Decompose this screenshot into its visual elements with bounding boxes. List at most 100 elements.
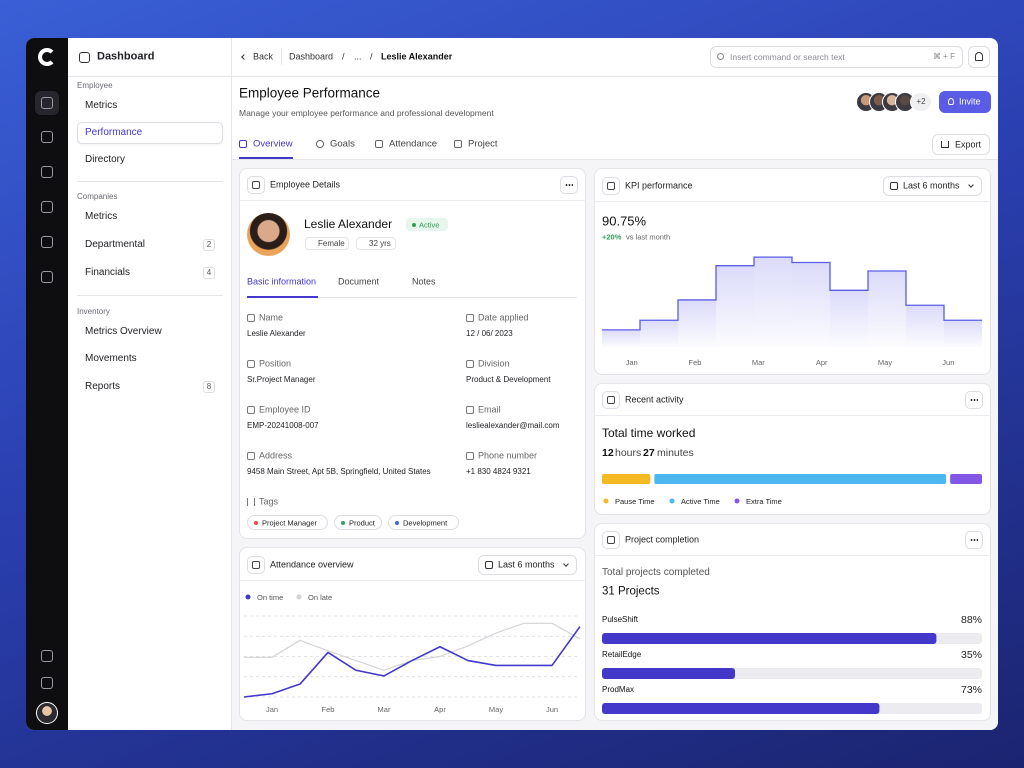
rail-active[interactable] xyxy=(35,91,59,115)
card-divider xyxy=(594,201,991,202)
rail-icon[interactable] xyxy=(41,131,53,143)
age-chip xyxy=(356,237,396,250)
sub-tab[interactable]: Basic information xyxy=(247,276,317,287)
field-value: +1 830 4824 9321 xyxy=(466,467,531,476)
sub-tab[interactable]: Notes xyxy=(412,276,436,287)
rail-icon[interactable] xyxy=(41,166,53,178)
range-label[interactable]: Last 6 months xyxy=(903,180,960,191)
gender-chip xyxy=(305,237,349,250)
logo xyxy=(38,48,56,66)
tab[interactable]: Attendance xyxy=(389,138,438,150)
section-label: Companies xyxy=(77,192,118,201)
more-button[interactable] xyxy=(965,391,983,409)
page-title: Employee Performance xyxy=(239,85,381,101)
tag-dot xyxy=(395,520,399,525)
project-percent: 35% xyxy=(960,648,982,661)
sidebar-icon xyxy=(79,52,90,63)
activity-subtitle: Total time worked xyxy=(602,426,696,440)
rail-icon[interactable] xyxy=(41,201,53,213)
hours-unit: hours xyxy=(615,446,642,459)
nav-item[interactable]: Departmental xyxy=(85,239,146,250)
tag-dot xyxy=(254,520,258,525)
invite-button[interactable] xyxy=(939,91,991,113)
field-icon xyxy=(247,452,255,460)
more-icon xyxy=(970,539,978,541)
rail-icon[interactable] xyxy=(41,271,53,283)
projects-subtitle: Total projects completed xyxy=(602,567,710,578)
nav-item[interactable]: Metrics Overview xyxy=(85,326,162,337)
project-percent: 73% xyxy=(960,683,982,696)
field-icon xyxy=(466,314,474,322)
status-badge xyxy=(406,218,448,231)
nav-active[interactable] xyxy=(77,122,223,144)
range-select[interactable] xyxy=(478,555,577,575)
tab-icon xyxy=(239,140,247,148)
bell-icon xyxy=(975,52,983,61)
more-button[interactable] xyxy=(560,176,578,194)
field-label: Phone number xyxy=(478,450,538,461)
avatar-extra-circle xyxy=(910,92,932,112)
nav-item[interactable]: Performance xyxy=(85,127,143,138)
status-dot xyxy=(412,222,416,227)
field-label: Date applied xyxy=(478,312,529,323)
card xyxy=(239,168,586,539)
tag-dot xyxy=(341,520,345,525)
tab[interactable]: Project xyxy=(468,138,498,150)
nav-count: 8 xyxy=(206,382,212,391)
bell-button[interactable] xyxy=(968,46,990,68)
project-name: PulseShift xyxy=(602,615,639,624)
export-button[interactable] xyxy=(932,134,990,155)
nav-item[interactable]: Directory xyxy=(85,154,126,165)
card-divider xyxy=(594,415,991,416)
search-box[interactable] xyxy=(710,46,963,68)
search-placeholder: Insert command or search text xyxy=(730,51,845,62)
tabs-border xyxy=(231,159,998,160)
range-label[interactable]: Last 6 months xyxy=(498,559,555,570)
card-icon-box xyxy=(247,556,265,574)
search-shortcut: ⌘ + F xyxy=(932,52,955,61)
field-value: Sr.Project Manager xyxy=(247,375,316,384)
status-label: Active xyxy=(419,219,440,229)
breadcrumb[interactable]: ... xyxy=(354,51,362,62)
rail-icon[interactable] xyxy=(41,97,53,109)
project-name: RetailEdge xyxy=(602,650,642,659)
nav-item[interactable]: Financials xyxy=(85,267,131,278)
employee-photo xyxy=(247,213,290,256)
more-button[interactable] xyxy=(965,531,983,549)
project-name: ProdMax xyxy=(602,685,635,694)
sidebar-title: Dashboard xyxy=(97,50,155,63)
nav-count: 4 xyxy=(206,268,212,277)
tab[interactable]: Goals xyxy=(330,138,355,150)
back-button[interactable]: Back xyxy=(253,51,274,62)
card-icon-box xyxy=(602,531,620,549)
tab[interactable]: Overview xyxy=(253,138,293,150)
topbar-divider xyxy=(281,49,282,65)
card-icon xyxy=(607,536,615,544)
export-label[interactable]: Export xyxy=(955,139,982,149)
rail-icon[interactable] xyxy=(41,677,53,689)
kpi-value: 90.75% xyxy=(602,213,647,229)
field-label: Position xyxy=(259,358,292,369)
section-label: Inventory xyxy=(77,307,110,316)
user-avatar[interactable] xyxy=(36,702,58,724)
breadcrumb-separator: / xyxy=(342,51,345,62)
sub-tab[interactable]: Document xyxy=(338,276,380,287)
breadcrumb[interactable]: Dashboard xyxy=(289,51,334,62)
rail-icon[interactable] xyxy=(41,236,53,248)
range-select[interactable] xyxy=(883,176,982,196)
tag xyxy=(334,515,382,530)
employee-name: Leslie Alexander xyxy=(304,217,393,231)
age: 32 yrs xyxy=(369,238,391,248)
nav-item[interactable]: Metrics xyxy=(85,211,118,222)
field-icon xyxy=(247,360,255,368)
nav-item[interactable]: Reports xyxy=(85,381,121,392)
nav-item[interactable]: Movements xyxy=(85,353,137,364)
card-icon-box xyxy=(602,391,620,409)
rail-icon[interactable] xyxy=(41,650,53,662)
invite-label[interactable]: Invite xyxy=(959,96,981,107)
nav-item[interactable]: Metrics xyxy=(85,100,118,111)
tab-underline xyxy=(239,157,293,159)
card-title: Employee Details xyxy=(270,179,341,190)
